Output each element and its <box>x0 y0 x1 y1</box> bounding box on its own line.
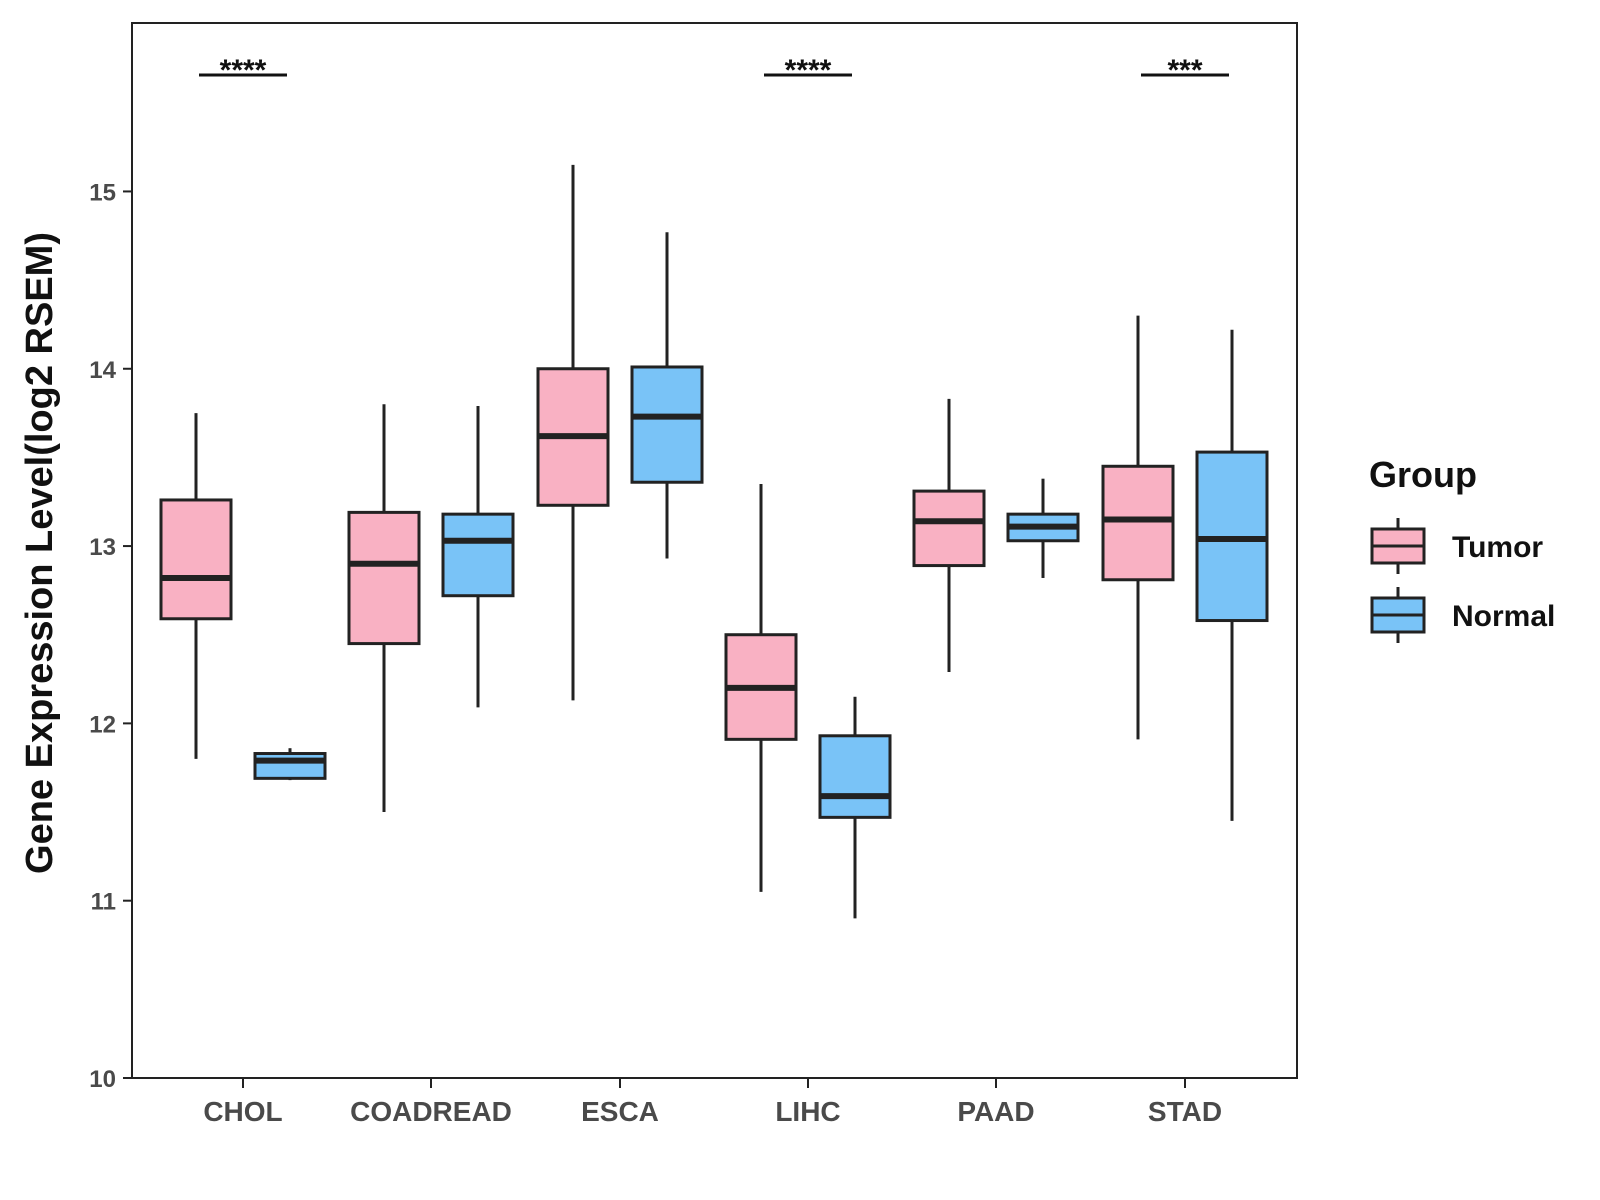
box-tumor-esca <box>536 164 610 701</box>
box-tumor-stad <box>1101 315 1175 740</box>
x-tick-label: COADREAD <box>350 1096 512 1127</box>
axes: 10 11 12 13 14 15 CHOL COADREAD ESCA LIHC PAAD STAD <box>89 22 1298 1127</box>
significance-label: **** <box>220 54 267 87</box>
y-tick-label: 13 <box>89 534 116 561</box>
legend-label: Tumor <box>1452 531 1543 564</box>
x-tick-label: STAD <box>1148 1096 1222 1127</box>
box-body <box>347 510 421 646</box>
plot-frame <box>131 22 1298 1079</box>
box-body <box>1101 464 1175 582</box>
legend-label: Normal <box>1452 600 1555 633</box>
y-tick-label: 14 <box>89 357 116 384</box>
box-normal-paad <box>1006 478 1080 578</box>
y-axis-title: Gene Expression Level(log2 RSEM) <box>19 232 61 874</box>
significance-label: *** <box>1167 54 1202 87</box>
x-tick-label: ESCA <box>581 1096 659 1127</box>
x-tick-label: LIHC <box>775 1096 840 1127</box>
box-normal-chol <box>253 748 327 781</box>
box-body <box>630 365 704 484</box>
legend: Group Tumor Normal <box>1369 454 1555 643</box>
box-tumor-chol <box>159 413 233 759</box>
y-tick-label: 15 <box>89 179 116 206</box>
box-normal-stad <box>1195 329 1269 821</box>
box-tumor-coadread <box>347 404 421 813</box>
y-tick-label: 12 <box>89 711 116 738</box>
x-tick-label: PAAD <box>957 1096 1034 1127</box>
legend-title: Group <box>1369 454 1477 495</box>
box-body <box>912 489 986 568</box>
box-normal-lihc <box>818 696 892 919</box>
y-tick-label: 11 <box>91 889 116 916</box>
box-normal-coadread <box>441 405 515 708</box>
box-tumor-lihc <box>724 484 798 892</box>
box-normal-esca <box>630 232 704 559</box>
box-tumor-paad <box>912 398 986 672</box>
plot-area: **** **** *** <box>159 54 1269 919</box>
box-body <box>253 752 327 780</box>
legend-item-normal: Normal <box>1370 587 1555 643</box>
legend-item-tumor: Tumor <box>1370 518 1543 574</box>
box-body <box>441 512 515 598</box>
y-tick-label: 10 <box>89 1066 116 1093</box>
x-tick-label: CHOL <box>203 1096 282 1127</box>
box-body <box>818 734 892 819</box>
significance-label: **** <box>785 54 832 87</box>
box-body <box>159 498 233 621</box>
